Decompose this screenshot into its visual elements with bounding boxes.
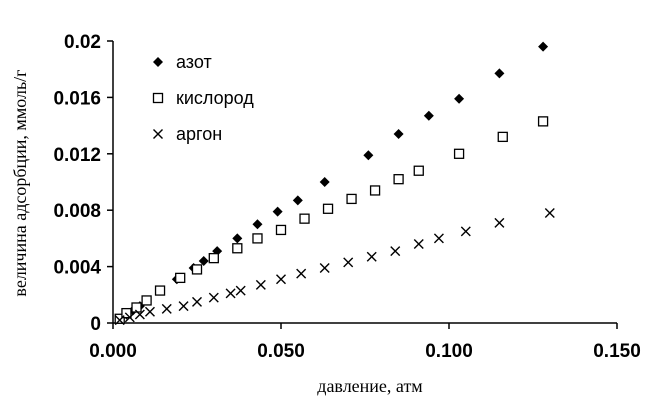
- data-point: [208, 292, 219, 303]
- data-point: [343, 257, 354, 268]
- legend-marker: [153, 129, 163, 139]
- y-tick-label: 0: [90, 314, 101, 335]
- plot-area: [112, 41, 617, 324]
- data-point: [413, 165, 424, 176]
- data-point: [252, 219, 263, 230]
- x-tick-label: 0.050: [257, 341, 305, 362]
- x-axis-title: давление, атм: [317, 376, 422, 396]
- data-point: [453, 148, 465, 159]
- data-point: [393, 174, 404, 185]
- legend-label: азот: [176, 52, 212, 72]
- data-point: [114, 315, 125, 326]
- data-point: [225, 288, 236, 299]
- data-marks: [114, 41, 555, 326]
- y-tick-label: 0.02: [64, 32, 101, 53]
- x-tick-label: 0.000: [89, 341, 137, 362]
- data-point: [319, 263, 330, 274]
- legend-marker: [152, 92, 164, 104]
- data-point: [175, 272, 186, 284]
- y-tick-label: 0.004: [53, 258, 101, 279]
- data-point: [141, 295, 152, 306]
- data-point: [275, 224, 287, 236]
- data-point: [366, 251, 377, 262]
- data-point: [393, 129, 404, 140]
- y-tick-label: 0.008: [53, 201, 101, 222]
- data-point: [292, 195, 303, 206]
- y-axis-title: величина адсорбции, ммоль/г: [10, 69, 30, 296]
- data-point: [276, 274, 286, 285]
- data-point: [494, 217, 505, 228]
- data-point: [144, 306, 155, 317]
- data-point: [296, 268, 307, 279]
- y-tick-label: 0.012: [53, 145, 101, 166]
- data-point: [454, 93, 465, 104]
- legend-label: кислород: [176, 88, 254, 108]
- data-point: [235, 285, 246, 296]
- x-tick-label: 0.150: [593, 341, 641, 362]
- data-point: [154, 285, 166, 296]
- data-point: [208, 252, 219, 264]
- legend: азот кислород аргон: [152, 52, 254, 144]
- data-point: [390, 246, 401, 257]
- data-point: [433, 233, 444, 244]
- data-point: [114, 313, 125, 324]
- data-point: [497, 131, 508, 143]
- data-point: [134, 309, 145, 320]
- series-2: [114, 116, 549, 324]
- series-3: [114, 208, 555, 326]
- data-point: [232, 243, 243, 254]
- data-point: [423, 110, 434, 121]
- data-point: [413, 239, 424, 250]
- legend-marker: [153, 57, 163, 67]
- data-point: [319, 177, 330, 187]
- data-point: [369, 185, 381, 196]
- data-point: [322, 203, 334, 214]
- data-point: [192, 296, 202, 307]
- data-point: [252, 233, 263, 244]
- data-point: [161, 303, 172, 314]
- data-point: [544, 208, 555, 219]
- x-tick-label: 0.100: [425, 341, 473, 362]
- data-point: [191, 264, 203, 275]
- data-point: [346, 193, 357, 205]
- data-point: [178, 301, 189, 312]
- x-axis-ticks: 0.000 0.050 0.100 0.150: [89, 323, 641, 362]
- data-point: [255, 279, 266, 290]
- data-point: [494, 68, 505, 79]
- legend-label: аргон: [176, 124, 222, 144]
- y-tick-label: 0.016: [53, 88, 101, 109]
- data-point: [460, 226, 471, 237]
- data-point: [537, 116, 549, 127]
- data-point: [198, 255, 209, 266]
- data-point: [272, 206, 283, 217]
- data-point: [232, 233, 243, 244]
- data-point: [299, 213, 310, 224]
- y-axis-ticks: 0 0.004 0.008 0.012 0.016 0.02: [53, 32, 113, 335]
- data-point: [124, 312, 135, 323]
- data-point: [363, 150, 374, 161]
- data-point: [538, 41, 549, 52]
